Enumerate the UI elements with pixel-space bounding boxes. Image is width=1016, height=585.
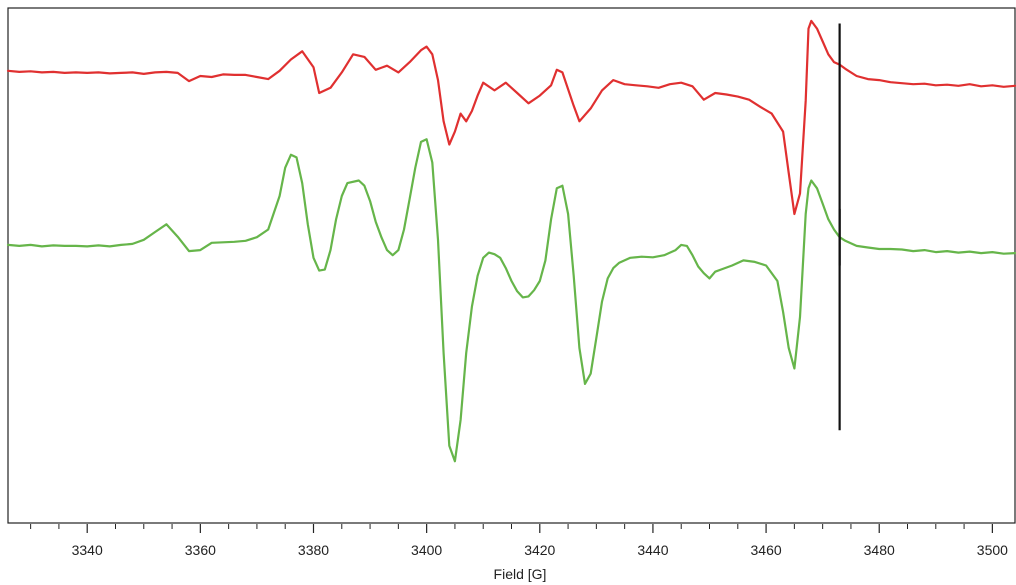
x-tick-label: 3380 <box>298 542 329 558</box>
plot-frame <box>7 7 1016 524</box>
series-line-2 <box>6 138 1016 463</box>
x-tick-label: 3360 <box>185 542 216 558</box>
x-tick-label: 3480 <box>864 542 895 558</box>
x-tick-label: 3420 <box>524 542 555 558</box>
x-tick-label: 3400 <box>411 542 442 558</box>
x-axis: 3340 3360 3380 3400 3420 3440 3460 3480 3500 <box>30 524 1008 558</box>
x-tick-label: 3340 <box>72 542 103 558</box>
x-axis-title: Field [G] <box>494 566 547 582</box>
series-layer <box>6 19 1016 463</box>
x-tick-label: 3440 <box>637 542 668 558</box>
x-tick-label: 3460 <box>751 542 782 558</box>
x-tick-label: 3500 <box>977 542 1008 558</box>
series-line-1 <box>6 19 1016 216</box>
